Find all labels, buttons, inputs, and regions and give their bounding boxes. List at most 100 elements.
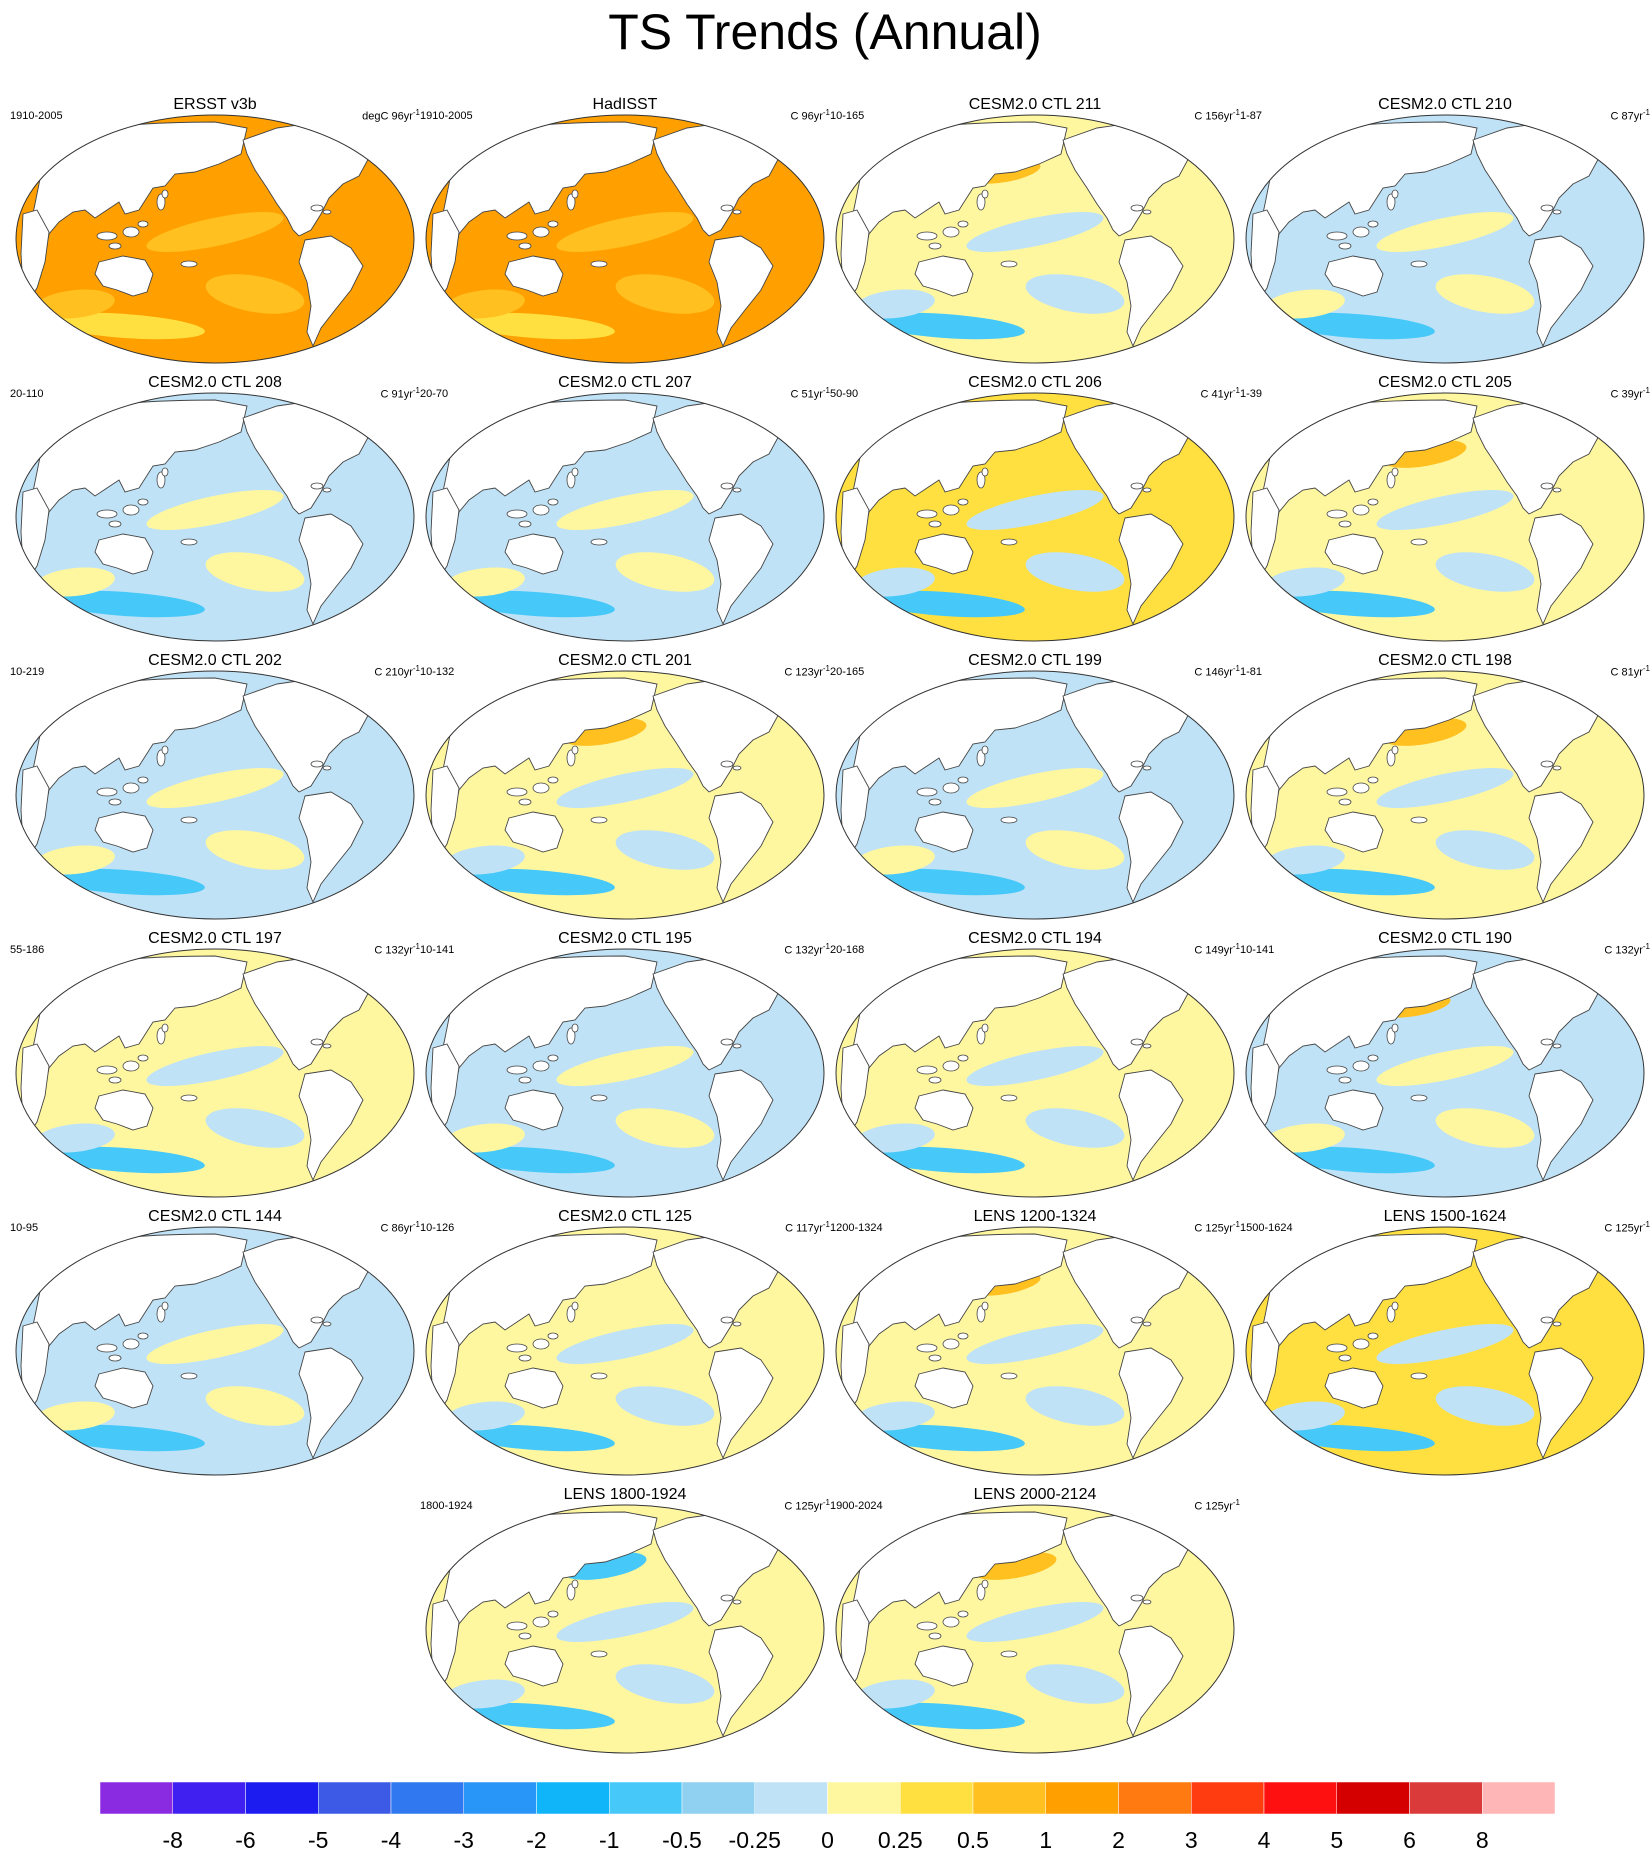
land-greenland	[1166, 1511, 1196, 1539]
trend-patch	[556, 768, 694, 808]
panel-units-label: C 132yr	[784, 944, 823, 957]
panel-units: C 125yr-1	[1194, 1218, 1240, 1236]
land-island	[976, 1027, 986, 1045]
world-map	[835, 1504, 1235, 1754]
map-panel: CESM2.0 CTL 195 10-141 C 132yr-1	[420, 930, 830, 1200]
trend-patch	[445, 567, 525, 597]
map-panel: CESM2.0 CTL 207 20-70 C 51yr-1	[420, 374, 830, 644]
panel-units-label: C 149yr	[1194, 944, 1233, 957]
map-border	[1245, 948, 1645, 1198]
panel-units-label: C 39yr	[1610, 388, 1643, 401]
panel-units-label: C 91yr	[380, 388, 413, 401]
land-island	[1540, 204, 1554, 212]
land-island	[547, 776, 559, 784]
land-south-america	[298, 1347, 364, 1460]
map-panel: CESM2.0 CTL 211 10-165 C 156yr-1	[830, 96, 1240, 366]
panel-units: C 123yr-1	[784, 662, 830, 680]
trend-patch	[146, 490, 284, 530]
panel-units: C 132yr-1	[784, 940, 830, 958]
trend-patch	[855, 567, 935, 597]
panel-units: C 125yr-1	[1604, 1218, 1650, 1236]
units-exponent: -1	[1232, 1498, 1240, 1507]
land-africa	[20, 209, 50, 301]
panel-units-label: C 125yr	[1194, 1500, 1233, 1513]
land-island	[547, 220, 559, 228]
land-island	[1540, 1316, 1554, 1324]
trend-patch	[1265, 1123, 1345, 1153]
colorbar-label: -2	[526, 1827, 546, 1853]
world-map	[1245, 1226, 1645, 1476]
land-island	[720, 1038, 734, 1046]
panel-period: 20-165	[830, 666, 865, 678]
land-island	[1552, 487, 1562, 493]
land-island	[571, 467, 579, 477]
units-exponent: -1	[1232, 664, 1240, 673]
panel-units-label: C 96yr	[790, 110, 823, 123]
map-panel: CESM2.0 CTL 190 10-141 C 132yr-1	[1240, 930, 1650, 1200]
units-exponent: -1	[1642, 942, 1650, 951]
panel-units: C 146yr-1	[1194, 662, 1240, 680]
trend-patch	[1265, 845, 1345, 875]
units-exponent: -1	[1642, 664, 1650, 673]
land-south-america	[1118, 791, 1184, 904]
land-island	[1130, 1316, 1144, 1324]
land-island	[976, 749, 986, 767]
world-map	[425, 392, 825, 642]
land-island	[137, 1054, 149, 1062]
land-greenland	[756, 1511, 786, 1539]
trend-patch	[35, 289, 115, 319]
panel-units-label: C 125yr	[784, 1500, 823, 1513]
colorbar-box	[318, 1782, 392, 1815]
land-island	[180, 260, 198, 268]
land-island	[108, 520, 122, 528]
trend-patch	[1376, 1324, 1514, 1364]
land-south-america	[1528, 1347, 1594, 1460]
land-island	[976, 1583, 986, 1601]
panel-units-label: degC 96yr	[362, 110, 413, 123]
land-island	[518, 1354, 532, 1362]
land-south-america	[708, 1625, 774, 1738]
trend-patch	[855, 845, 935, 875]
colorbar-box	[1191, 1782, 1265, 1815]
panel-period: 20-70	[420, 388, 449, 400]
trend-patch	[615, 552, 715, 592]
panel-units-label: C 87yr	[1610, 110, 1643, 123]
land-island	[942, 1338, 960, 1350]
map-panel: CESM2.0 CTL 205 1-39 C 39yr-1	[1240, 374, 1650, 644]
land-island	[122, 782, 140, 794]
panel-units: C 125yr-1	[784, 1496, 830, 1514]
land-island	[916, 509, 938, 519]
trend-patch	[1025, 830, 1125, 870]
land-island	[310, 204, 324, 212]
land-island	[518, 242, 532, 250]
panel-period: 10-165	[830, 110, 865, 122]
colorbar-box	[1336, 1782, 1410, 1815]
land-island	[916, 1343, 938, 1353]
land-island	[1552, 209, 1562, 215]
map-panel: CESM2.0 CTL 194 20-168 C 149yr-1	[830, 930, 1240, 1200]
land-greenland	[346, 677, 376, 705]
land-africa	[1250, 765, 1280, 857]
colorbar-box	[1263, 1782, 1337, 1815]
trend-patch	[1025, 552, 1125, 592]
land-south-america	[1118, 235, 1184, 348]
map-panel: LENS 1500-1624 1500-1624 C 125yr-1	[1240, 1208, 1650, 1478]
colorbar-label: 3	[1185, 1827, 1198, 1853]
land-island	[122, 1060, 140, 1072]
land-island	[720, 204, 734, 212]
land-island	[1142, 1321, 1152, 1327]
map-border	[425, 1226, 825, 1476]
land-island	[1142, 1599, 1152, 1605]
land-island	[1552, 1043, 1562, 1049]
trend-patch	[1376, 1046, 1514, 1086]
panel-period: 1900-2024	[830, 1500, 883, 1512]
land-island	[928, 1354, 942, 1362]
colorbar-box	[1482, 1782, 1556, 1815]
trend-patch	[35, 1123, 115, 1153]
land-australia	[1324, 811, 1384, 853]
trend-patch	[966, 490, 1104, 530]
map-border	[835, 670, 1235, 920]
land-island	[322, 765, 332, 771]
world-map	[425, 948, 825, 1198]
trend-patch	[855, 1679, 935, 1709]
